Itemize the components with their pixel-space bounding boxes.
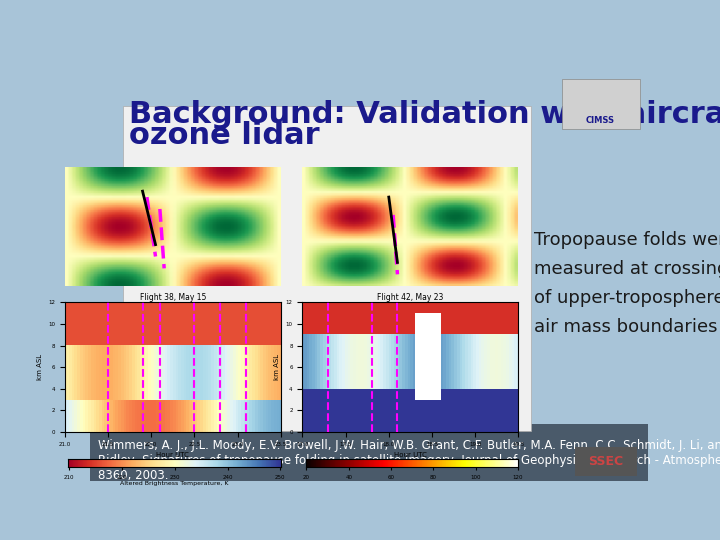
Text: Background: Validation with aircraft: Background: Validation with aircraft — [129, 100, 720, 129]
Bar — [562, 79, 639, 129]
Y-axis label: km ASL: km ASL — [274, 354, 280, 380]
Text: of upper-troposphere: of upper-troposphere — [534, 289, 720, 307]
Y-axis label: km ASL: km ASL — [37, 354, 42, 380]
Bar — [415, 313, 441, 400]
Text: air mass boundaries: air mass boundaries — [534, 319, 717, 336]
Text: Ozone, ppbv: Ozone, ppbv — [400, 414, 439, 418]
Text: CIMSS: CIMSS — [586, 116, 615, 125]
Bar — [575, 447, 637, 476]
Text: Tropopause folds were: Tropopause folds were — [534, 231, 720, 249]
Bar — [90, 424, 648, 481]
X-axis label: Hour UTC: Hour UTC — [394, 453, 427, 458]
Title: Flight 42, May 23: Flight 42, May 23 — [377, 293, 444, 302]
Text: Wimmers, A. J., J.L. Moody, E.V. Browell, J.W. Hair, W.B. Grant, C.F. Butler, M.: Wimmers, A. J., J.L. Moody, E.V. Browell… — [99, 439, 720, 482]
Text: measured at crossings: measured at crossings — [534, 260, 720, 278]
Title: Flight 38, May 15: Flight 38, May 15 — [140, 293, 206, 302]
X-axis label: Hour UTC: Hour UTC — [156, 453, 189, 458]
Text: SSEC: SSEC — [588, 455, 624, 468]
Text: ozone lidar: ozone lidar — [129, 121, 320, 150]
Text: Decreasing specific humidity →: Decreasing specific humidity → — [163, 414, 262, 418]
X-axis label: Altered Brightness Temperature, K: Altered Brightness Temperature, K — [120, 481, 229, 486]
Bar — [124, 106, 531, 431]
